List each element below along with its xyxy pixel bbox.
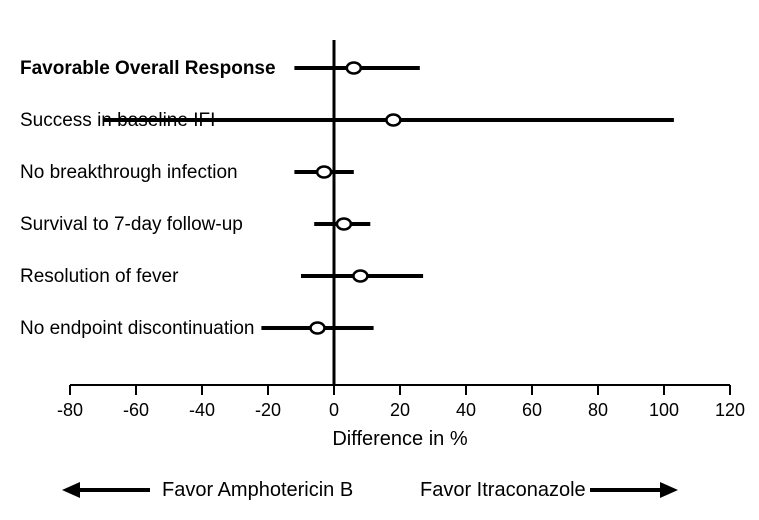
x-tick-label: 40 (456, 400, 476, 420)
right-arrow-head (660, 482, 678, 498)
x-tick-label: -20 (255, 400, 281, 420)
row-label: No breakthrough infection (20, 162, 238, 183)
point-estimate-marker (317, 167, 331, 178)
point-estimate-marker (311, 323, 325, 334)
right-direction-label: Favor Itraconazole (420, 479, 586, 501)
x-tick-label: 100 (649, 400, 679, 420)
left-arrow-head (62, 482, 80, 498)
x-tick-label: -60 (123, 400, 149, 420)
row-label: No endpoint discontinuation (20, 318, 255, 339)
point-estimate-marker (347, 63, 361, 74)
x-axis-title: Difference in % (332, 428, 467, 450)
x-tick-label: 0 (329, 400, 339, 420)
x-tick-label: 120 (715, 400, 745, 420)
row-label: Favorable Overall Response (20, 58, 276, 79)
x-tick-label: 80 (588, 400, 608, 420)
row-label: Resolution of fever (20, 266, 179, 287)
row-label: Success in baseline IFI (20, 110, 215, 131)
x-tick-label: -40 (189, 400, 215, 420)
x-tick-label: 60 (522, 400, 542, 420)
point-estimate-marker (353, 271, 367, 282)
x-tick-label: 20 (390, 400, 410, 420)
point-estimate-marker (386, 115, 400, 126)
row-label: Survival to 7-day follow-up (20, 214, 243, 235)
left-direction-label: Favor Amphotericin B (162, 479, 353, 501)
point-estimate-marker (337, 219, 351, 230)
x-tick-label: -80 (57, 400, 83, 420)
forest-plot: -80 -60 -40 -20 0 20 40 60 80 100 120 Difference in… (0, 0, 759, 520)
